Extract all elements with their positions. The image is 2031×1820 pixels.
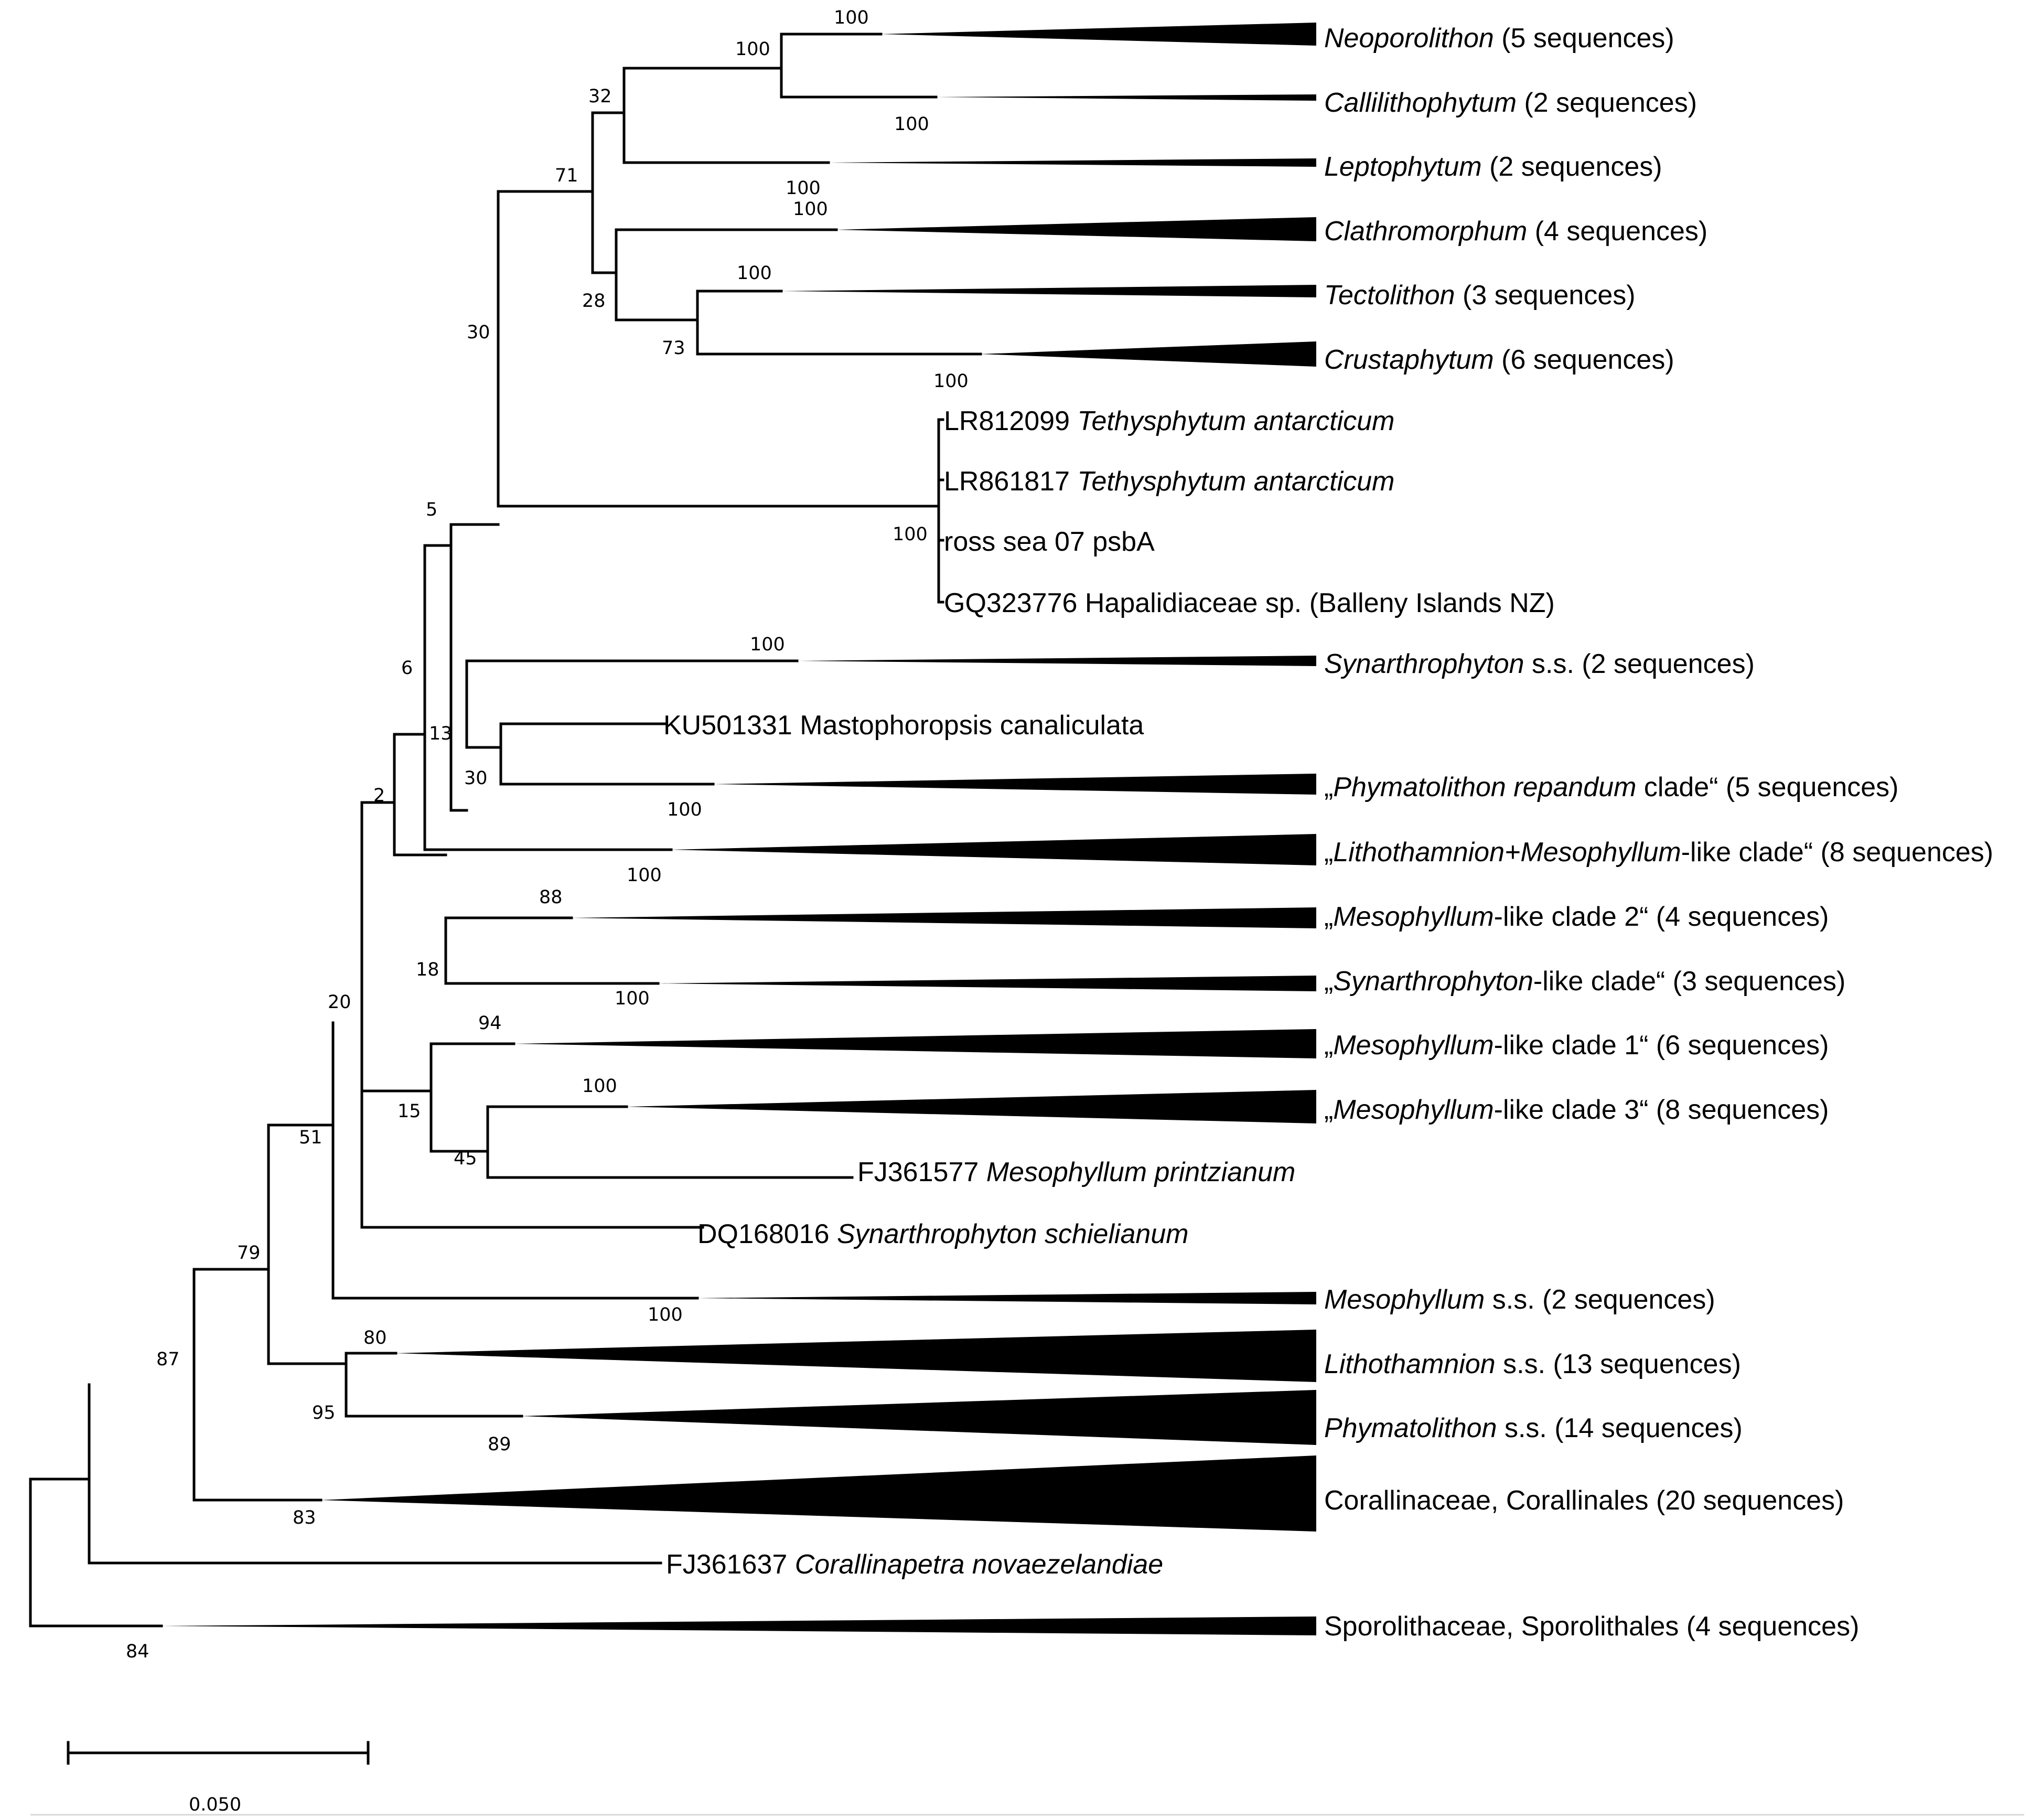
support-value: 88 — [539, 887, 563, 908]
triangle-sporolithaceae — [162, 1616, 1316, 1635]
support-value: 45 — [454, 1148, 477, 1169]
triangle-meso-clade1 — [514, 1029, 1316, 1058]
triangle-meso-clade2 — [572, 907, 1316, 928]
label-gq323776: GQ323776 Hapalidiaceae sp. (Balleny Isla… — [944, 588, 1555, 618]
taxon-labels: Neoporolithon (5 sequences) Callilithoph… — [663, 23, 1993, 1642]
triangle-litho-meso — [671, 834, 1316, 865]
label-clathromorphum: Clathromorphum (4 sequences) — [1324, 216, 1707, 247]
label-neoporolithon: Neoporolithon (5 sequences) — [1324, 23, 1674, 53]
label-lithothamnion-ss: Lithothamnion s.s. (13 sequences) — [1324, 1349, 1741, 1379]
label-callilithophytum: Callilithophytum (2 sequences) — [1324, 88, 1697, 118]
triangle-phymatolithon-repandum — [713, 774, 1316, 795]
label-dq168016: DQ168016 Synarthrophyton schielianum — [697, 1219, 1189, 1249]
label-tectolithon: Tectolithon (3 sequences) — [1324, 280, 1636, 311]
tree-branches — [29, 33, 982, 1628]
label-meso-clade2: „Mesophyllum-like clade 2“ (4 sequences) — [1324, 902, 1829, 932]
support-value: 30 — [464, 768, 488, 789]
support-value: 30 — [467, 322, 490, 343]
triangle-mesophyllum-ss — [697, 1292, 1316, 1304]
support-value: 5 — [426, 499, 437, 520]
support-value: 94 — [478, 1013, 502, 1034]
support-value: 100 — [893, 524, 928, 545]
support-value: 2 — [373, 785, 385, 806]
support-value: 100 — [786, 178, 821, 199]
support-value: 100 — [737, 263, 772, 284]
support-value: 51 — [299, 1127, 323, 1148]
triangle-clathromorphum — [836, 217, 1316, 241]
support-value: 95 — [312, 1403, 336, 1423]
support-value: 28 — [582, 291, 606, 312]
support-value: 89 — [488, 1434, 511, 1455]
label-phymatolithon-repandum: „Phymatolithon repandum clade“ (5 sequen… — [1324, 772, 1899, 802]
triangle-lithothamnion-ss — [396, 1330, 1316, 1382]
label-synarthrophyton-ss: Synarthrophyton s.s. (2 sequences) — [1324, 649, 1755, 679]
support-value: 100 — [750, 634, 785, 655]
support-value: 100 — [793, 199, 828, 220]
triangle-crustaphytum — [981, 341, 1316, 367]
support-value: 100 — [834, 7, 869, 28]
support-values: 100 100 100 32 100 71 100 28 100 73 100 … — [126, 7, 969, 1662]
triangle-phymatolithon-ss — [522, 1390, 1316, 1445]
label-meso-clade1: „Mesophyllum-like clade 1“ (6 sequences) — [1324, 1030, 1829, 1061]
support-value: 80 — [363, 1327, 387, 1348]
triangle-neoporolithon — [881, 23, 1316, 46]
scale-bar-label: 0.050 — [189, 1794, 241, 1815]
label-corallinaceae: Corallinaceae, Corallinales (20 sequence… — [1324, 1485, 1844, 1516]
support-value: 100 — [933, 371, 969, 392]
triangle-corallinaceae — [321, 1455, 1316, 1532]
triangle-tectolithon — [781, 285, 1316, 297]
label-lr861817: LR861817 Tethysphytum antarcticum — [944, 466, 1394, 497]
support-value: 84 — [126, 1641, 149, 1662]
support-value: 73 — [662, 338, 685, 359]
scale-bar: 0.050 — [67, 1741, 370, 1815]
label-mesophyllum-ss: Mesophyllum s.s. (2 sequences) — [1324, 1284, 1715, 1315]
label-litho-meso: „Lithothamnion+Mesophyllum-like clade“ (… — [1324, 837, 1993, 868]
label-fj361577: FJ361577 Mesophyllum printzianum — [857, 1157, 1295, 1187]
support-value: 87 — [156, 1349, 180, 1370]
triangle-synarthro-like — [658, 976, 1316, 991]
label-ku501331: KU501331 Mastophoropsis canaliculata — [663, 710, 1144, 741]
label-fj361637: FJ361637 Corallinapetra novaezelandiae — [666, 1549, 1163, 1580]
triangle-leptophytum — [829, 158, 1316, 167]
support-value: 100 — [667, 799, 702, 820]
support-value: 83 — [293, 1507, 316, 1528]
label-leptophytum: Leptophytum (2 sequences) — [1324, 152, 1662, 182]
support-value: 100 — [648, 1304, 683, 1325]
support-value: 13 — [429, 723, 453, 744]
label-lr812099: LR812099 Tethysphytum antarcticum — [944, 406, 1394, 436]
label-ross-sea: ross sea 07 psbA — [944, 527, 1155, 557]
support-value: 32 — [588, 86, 612, 107]
support-value: 6 — [401, 658, 413, 679]
support-value: 79 — [237, 1243, 261, 1264]
support-value: 100 — [627, 865, 662, 886]
triangle-synarthrophyton-ss — [797, 656, 1316, 666]
label-synarthro-like: „Synarthrophyton-like clade“ (3 sequence… — [1324, 966, 1845, 997]
support-value: 100 — [894, 114, 929, 135]
triangle-meso-clade3 — [627, 1090, 1316, 1123]
label-phymatolithon-ss: Phymatolithon s.s. (14 sequences) — [1324, 1413, 1743, 1443]
label-meso-clade3: „Mesophyllum-like clade 3“ (8 sequences) — [1324, 1095, 1829, 1125]
label-sporolithaceae: Sporolithaceae, Sporolithales (4 sequenc… — [1324, 1611, 1859, 1642]
triangle-callilithophytum — [936, 94, 1316, 101]
support-value: 100 — [582, 1076, 617, 1097]
support-value: 18 — [416, 959, 439, 980]
label-crustaphytum: Crustaphytum (6 sequences) — [1324, 345, 1674, 375]
support-value: 71 — [555, 165, 578, 186]
support-value: 100 — [735, 39, 770, 60]
support-value: 100 — [615, 988, 650, 1009]
support-value: 15 — [397, 1101, 421, 1122]
collapsed-clades — [162, 23, 1316, 1635]
support-value: 20 — [328, 992, 351, 1013]
